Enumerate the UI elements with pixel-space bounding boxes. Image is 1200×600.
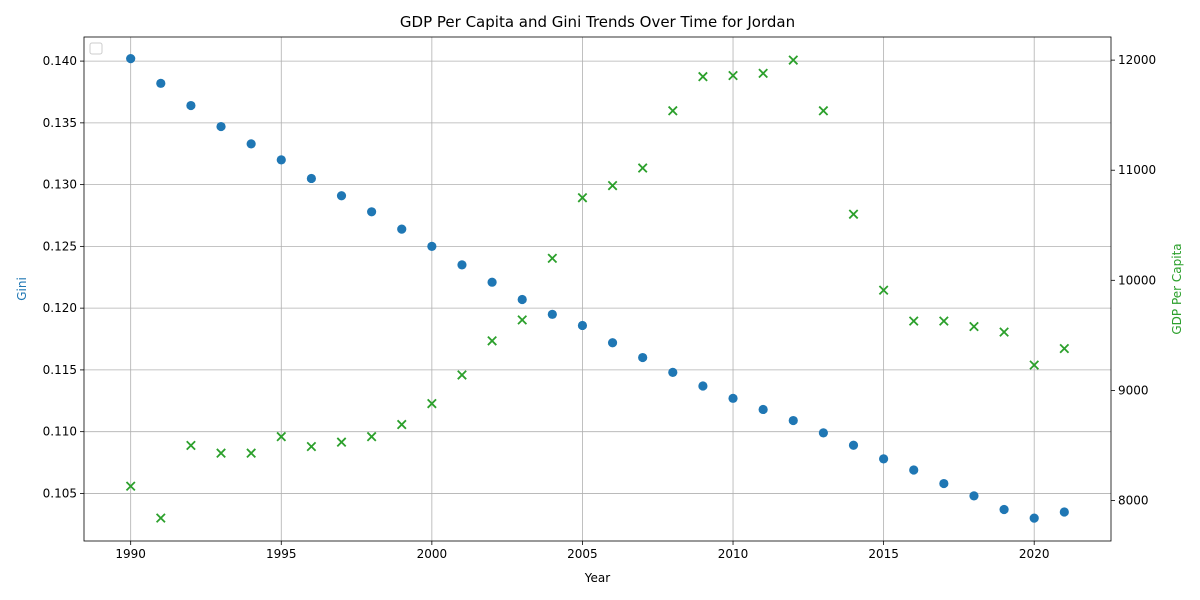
x-tick-label: 2020 — [1019, 547, 1050, 561]
y-right-tick-label: 12000 — [1118, 53, 1156, 67]
gdp-point — [939, 316, 949, 326]
gdp-point — [1029, 360, 1040, 370]
x-tick-label: 2010 — [718, 547, 749, 561]
gdp-point — [788, 55, 799, 65]
y-left-tick-label: 0.130 — [43, 178, 77, 192]
y-left-tick-label: 0.105 — [43, 486, 77, 500]
gini-point — [547, 309, 557, 319]
gini-point — [367, 207, 377, 217]
y-right-tick-label: 11000 — [1118, 163, 1156, 177]
y-right-tick-label: 8000 — [1118, 493, 1149, 507]
legend-box — [89, 42, 103, 55]
gdp-point — [848, 209, 859, 220]
gini-point — [306, 173, 316, 184]
x-tick-label: 1990 — [115, 547, 146, 561]
gini-point — [276, 155, 286, 165]
x-tick-label: 2015 — [868, 547, 899, 561]
gdp-point — [547, 253, 558, 264]
gini-point — [186, 100, 196, 111]
y-right-tick-label: 10000 — [1118, 273, 1156, 287]
gini-point — [848, 440, 859, 450]
y-left-tick-label: 0.135 — [43, 116, 77, 130]
gini-point — [216, 121, 226, 132]
gdp-point — [517, 315, 528, 325]
gdp-point — [908, 316, 919, 326]
data-marks — [125, 54, 1070, 523]
gini-point — [879, 454, 889, 464]
gini-point — [1059, 507, 1069, 517]
gini-point — [487, 277, 497, 287]
gini-point — [246, 139, 256, 149]
gdp-point — [186, 440, 196, 451]
y-axis-left-title: Gini — [15, 277, 29, 301]
gini-point — [788, 415, 798, 426]
gdp-point — [366, 431, 377, 442]
gdp-point — [878, 285, 889, 296]
gini-point — [336, 191, 347, 201]
y-left-tick-label: 0.125 — [43, 239, 77, 253]
gdp-point — [1059, 343, 1070, 354]
x-axis-title: Year — [584, 571, 610, 585]
gdp-point — [487, 336, 497, 346]
gini-point — [126, 54, 136, 64]
gini-point — [758, 404, 768, 415]
x-tick-label: 2000 — [417, 547, 448, 561]
gdp-point — [698, 71, 708, 82]
gini-point — [638, 352, 648, 363]
y-left-tick-label: 0.140 — [43, 54, 77, 68]
gini-point — [427, 241, 437, 251]
gdp-point — [125, 481, 136, 492]
gdp-point — [969, 321, 979, 332]
x-tick-label: 1995 — [266, 547, 297, 561]
gini-point — [517, 294, 527, 305]
gdp-point — [246, 448, 256, 458]
gini-point — [969, 491, 979, 501]
y-axis-right-title: GDP Per Capita — [1170, 243, 1184, 334]
gdp-point — [728, 70, 738, 81]
gini-point — [1029, 513, 1039, 523]
gdp-point — [637, 163, 648, 173]
gdp-point — [577, 192, 588, 203]
gdp-point — [396, 419, 407, 430]
y-left-tick-label: 0.115 — [43, 363, 77, 377]
gdp-point — [155, 513, 166, 523]
gdp-point — [999, 327, 1009, 337]
y-right-tick-label: 9000 — [1118, 383, 1149, 397]
x-tick-label: 2005 — [567, 547, 598, 561]
gdp-point — [758, 68, 768, 79]
gdp-point — [427, 398, 437, 409]
chart-title: GDP Per Capita and Gini Trends Over Time… — [400, 13, 795, 31]
gdp-point — [276, 431, 287, 442]
gini-point — [728, 393, 738, 403]
gini-point — [607, 338, 618, 348]
gini-point — [939, 478, 949, 489]
gdp-point — [216, 448, 226, 458]
gdp-point — [336, 437, 347, 447]
plot-frame — [83, 36, 1112, 542]
gini-point — [999, 504, 1009, 515]
gini-point — [457, 260, 467, 270]
gdp-point — [306, 441, 317, 452]
gini-point — [818, 428, 828, 438]
gdp-point — [818, 105, 829, 116]
gini-point — [577, 320, 588, 331]
gdp-point — [667, 105, 678, 116]
gdp-point — [457, 370, 467, 380]
ticks: 1990 1995 2000 2005 2010 2015 2020 0.105 0.110 0.… — [43, 53, 1157, 561]
gini-point — [698, 381, 708, 391]
y-left-tick-label: 0.120 — [43, 301, 77, 315]
y-left-tick-label: 0.110 — [43, 425, 77, 439]
gdp-point — [607, 180, 618, 191]
gini-point — [156, 78, 166, 88]
gini-point — [909, 465, 919, 475]
gini-point — [668, 367, 678, 377]
gini-point — [397, 224, 407, 234]
